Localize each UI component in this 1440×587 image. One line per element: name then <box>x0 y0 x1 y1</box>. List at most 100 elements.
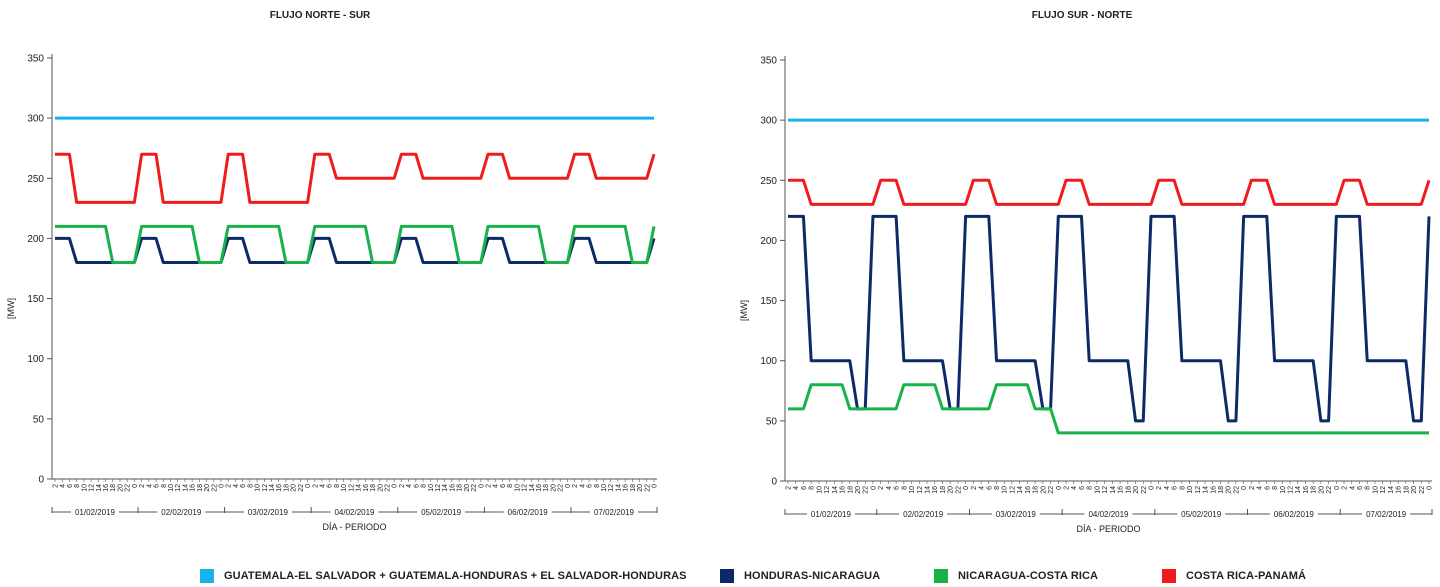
x-tick-label: 16 <box>276 484 283 492</box>
x-tick-label: 12 <box>917 486 924 494</box>
day-label-bg <box>1269 509 1318 519</box>
x-tick-label: 0 <box>218 484 225 488</box>
y-tick-label: 350 <box>760 56 777 67</box>
x-tick-label: 4 <box>1349 486 1356 490</box>
y-tick-label: 250 <box>27 174 44 185</box>
x-tick-label: 0 <box>652 484 659 488</box>
x-tick-label: 12 <box>824 486 831 494</box>
day-label: 03/02/2019 <box>996 510 1037 519</box>
chart-title: FLUJO NORTE - SUR <box>270 10 371 21</box>
day-label-bg <box>991 509 1040 519</box>
legend-item-costa-rica-panama[interactable]: COSTA RICA-PANAMÁ <box>1162 566 1306 586</box>
x-axis-label: DÍA - PERIODO <box>322 522 386 532</box>
x-tick-label: 0 <box>478 484 485 488</box>
day-label-bg <box>1177 509 1226 519</box>
y-tick-label: 50 <box>766 416 778 427</box>
day-label-bg <box>330 507 379 517</box>
x-tick-label: 4 <box>886 486 893 490</box>
x-tick-label: 14 <box>832 486 839 494</box>
day-label-bg <box>157 507 206 517</box>
x-tick-label: 16 <box>103 484 110 492</box>
x-tick-label: 14 <box>269 484 276 492</box>
x-tick-label: 20 <box>1226 486 1233 494</box>
x-tick-label: 20 <box>1411 486 1418 494</box>
x-tick-label: 14 <box>182 484 189 492</box>
legend-label: GUATEMALA-EL SALVADOR + GUATEMALA-HONDUR… <box>224 570 687 582</box>
x-tick-label: 18 <box>1125 486 1132 494</box>
x-tick-label: 22 <box>1326 486 1333 494</box>
x-tick-label: 8 <box>74 484 81 488</box>
x-tick-label: 0 <box>1334 486 1341 490</box>
x-tick-label: 6 <box>413 484 420 488</box>
day-label: 05/02/2019 <box>421 508 462 517</box>
x-tick-label: 14 <box>1388 486 1395 494</box>
x-tick-label: 4 <box>1257 486 1264 490</box>
x-tick-label: 22 <box>644 484 651 492</box>
y-tick-label: 200 <box>27 234 44 245</box>
x-tick-label: 22 <box>1048 486 1055 494</box>
x-tick-label: 2 <box>1249 486 1256 490</box>
x-tick-label: 2 <box>53 484 60 488</box>
x-tick-label: 16 <box>932 486 939 494</box>
x-tick-label: 2 <box>312 484 319 488</box>
x-tick-label: 20 <box>1040 486 1047 494</box>
x-tick-label: 22 <box>471 484 478 492</box>
series-line-costa-rica-panam <box>788 178 1431 206</box>
x-tick-label: 4 <box>1071 486 1078 490</box>
x-tick-label: 22 <box>558 484 565 492</box>
day-label: 07/02/2019 <box>1366 510 1407 519</box>
x-tick-label: 6 <box>1264 486 1271 490</box>
y-tick-label: 50 <box>33 414 45 425</box>
x-tick-label: 2 <box>226 484 233 488</box>
x-tick-label: 14 <box>1295 486 1302 494</box>
series-line-honduras-nicaragua <box>55 236 656 264</box>
x-tick-label: 22 <box>863 486 870 494</box>
x-tick-label: 6 <box>587 484 594 488</box>
x-tick-label: 6 <box>67 484 74 488</box>
x-tick-label: 4 <box>793 486 800 490</box>
day-label: 02/02/2019 <box>161 508 202 517</box>
x-tick-label: 6 <box>500 484 507 488</box>
x-tick-label: 16 <box>840 486 847 494</box>
x-tick-label: 6 <box>240 484 247 488</box>
legend-item-honduras-nicaragua[interactable]: HONDURAS-NICARAGUA <box>720 566 880 586</box>
day-label-bg <box>1362 509 1411 519</box>
x-tick-label: 0 <box>1241 486 1248 490</box>
x-tick-label: 0 <box>1148 486 1155 490</box>
day-label: 02/02/2019 <box>903 510 944 519</box>
x-tick-label: 22 <box>1233 486 1240 494</box>
y-axis-label: [MW] <box>6 298 16 319</box>
x-tick-label: 4 <box>320 484 327 488</box>
x-tick-label: 6 <box>1172 486 1179 490</box>
x-tick-label: 14 <box>615 484 622 492</box>
x-tick-label: 18 <box>110 484 117 492</box>
x-tick-label: 18 <box>1403 486 1410 494</box>
x-tick-label: 8 <box>994 486 1001 490</box>
chart-flujo-norte-sur: FLUJO NORTE - SUR050100150200250300350[M… <box>6 10 659 532</box>
x-tick-label: 0 <box>1056 486 1063 490</box>
legend-item-nicaragua-costa-rica[interactable]: NICARAGUA-COSTA RICA <box>934 566 1098 586</box>
x-tick-label: 12 <box>89 484 96 492</box>
y-tick-label: 350 <box>27 54 44 65</box>
x-tick-label: 2 <box>572 484 579 488</box>
series-line-nicaragua-costa-rica <box>55 224 656 264</box>
x-tick-label: 20 <box>948 486 955 494</box>
x-tick-label: 20 <box>1318 486 1325 494</box>
day-label-bg <box>1084 509 1133 519</box>
day-label-bg <box>503 507 552 517</box>
legend-item-guatemala-salvador-honduras[interactable]: GUATEMALA-EL SALVADOR + GUATEMALA-HONDUR… <box>200 566 687 586</box>
x-tick-label: 2 <box>1156 486 1163 490</box>
x-tick-label: 20 <box>550 484 557 492</box>
x-tick-label: 6 <box>1079 486 1086 490</box>
y-tick-label: 300 <box>27 114 44 125</box>
y-tick-label: 0 <box>38 475 44 486</box>
square-swatch-icon <box>934 569 948 583</box>
x-tick-label: 14 <box>529 484 536 492</box>
x-tick-label: 10 <box>1094 486 1101 494</box>
x-tick-label: 0 <box>305 484 312 488</box>
x-tick-label: 18 <box>1033 486 1040 494</box>
day-label: 01/02/2019 <box>75 508 116 517</box>
x-tick-label: 2 <box>1064 486 1071 490</box>
square-swatch-icon <box>1162 569 1176 583</box>
x-tick-label: 12 <box>1380 486 1387 494</box>
